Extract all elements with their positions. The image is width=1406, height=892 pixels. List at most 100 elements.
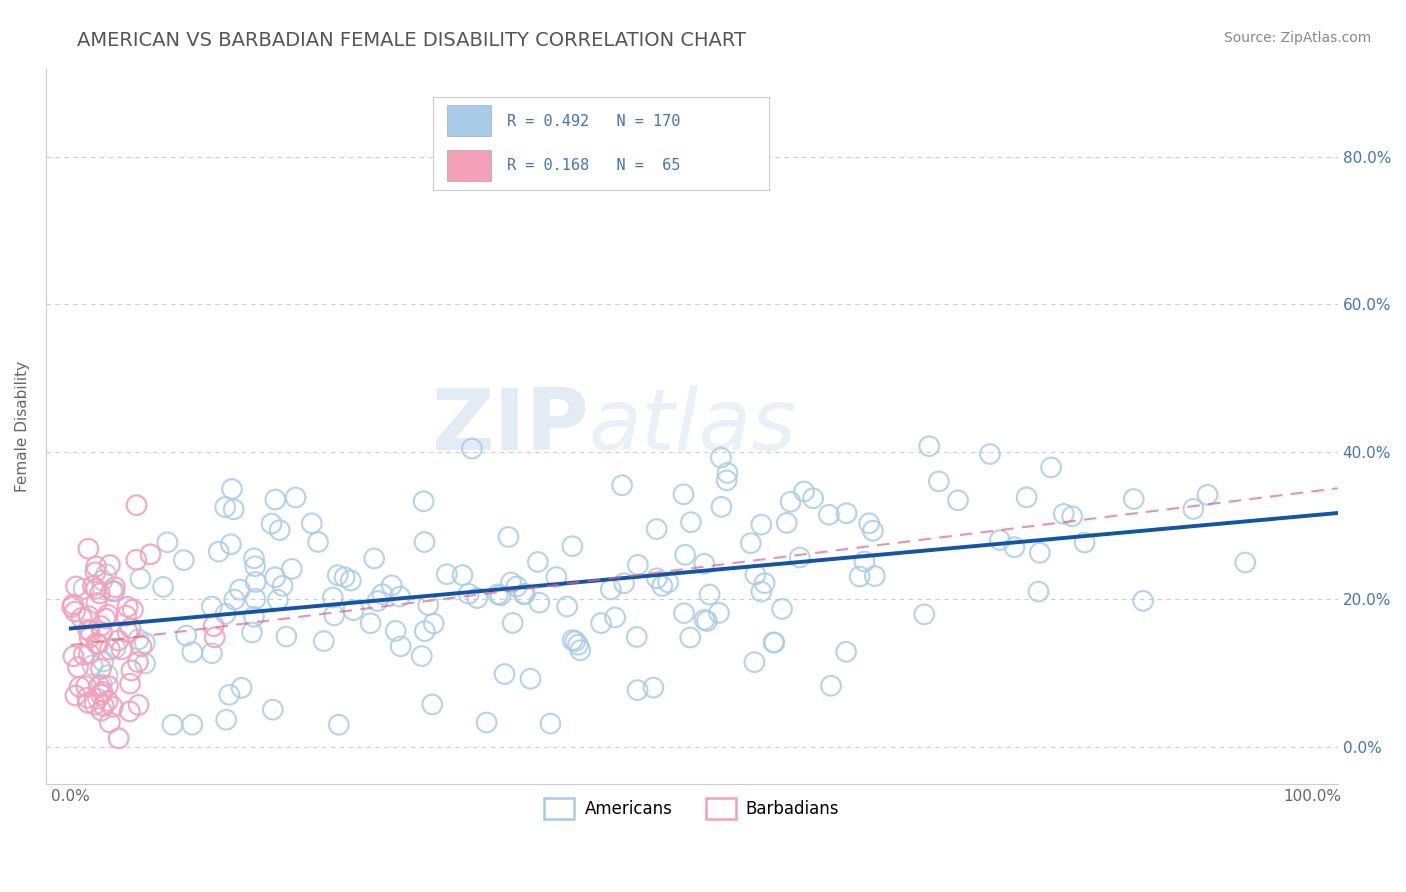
Point [561,539,583,553]
Point [91,684,114,698]
Point [494,667,516,681]
Point [776,516,799,530]
Point [451,568,474,582]
Point [1073,535,1095,549]
Point [801,491,824,506]
Text: AMERICAN VS BARBADIAN FEMALE DISABILITY CORRELATION CHART: AMERICAN VS BARBADIAN FEMALE DISABILITY … [77,31,747,50]
Point [174,629,197,643]
Point [262,703,284,717]
Point [120,621,142,635]
Point [754,576,776,591]
Point [388,590,411,604]
Point [181,645,204,659]
Point [89,679,111,693]
Point [367,594,389,608]
Point [104,580,127,594]
Point [156,535,179,549]
Point [79,631,101,645]
Point [599,582,621,597]
Point [62,598,84,612]
Point [301,516,323,531]
Point [264,492,287,507]
Point [77,609,100,624]
Point [564,634,586,648]
Point [117,625,139,640]
Point [201,646,224,660]
Point [540,716,562,731]
Point [413,624,436,639]
Point [77,623,100,637]
Point [613,576,636,591]
Point [519,672,541,686]
Point [240,625,263,640]
Point [86,636,108,650]
Point [342,603,364,617]
Point [75,679,97,693]
Point [626,683,648,698]
Point [94,611,117,625]
Point [862,524,884,538]
Text: ZIP: ZIP [430,384,589,467]
Point [513,587,536,601]
Point [716,473,738,487]
Point [73,648,96,662]
Point [219,537,242,551]
Point [122,603,145,617]
Point [779,495,801,509]
Point [626,630,648,644]
Point [672,606,695,620]
Point [323,608,346,623]
Point [69,680,91,694]
Point [62,649,84,664]
Point [751,584,773,599]
Point [371,587,394,601]
Point [243,551,266,566]
Point [90,688,112,702]
Point [117,599,139,614]
Point [763,635,786,649]
Point [245,591,267,606]
Point [214,500,236,515]
Point [70,611,93,625]
Point [988,533,1011,547]
Point [603,610,626,624]
Point [333,570,356,584]
Point [461,442,484,456]
Point [83,698,105,712]
Point [98,642,121,657]
Point [181,717,204,731]
Point [848,569,870,583]
Point [465,591,488,605]
Point [567,638,589,652]
Point [326,568,349,582]
Point [328,717,350,731]
Point [529,596,551,610]
Point [66,660,89,674]
Point [97,679,120,693]
Point [120,664,142,678]
Point [513,587,536,601]
Point [221,482,243,496]
Point [231,681,253,695]
Point [118,676,141,690]
Point [340,574,363,588]
Point [502,615,524,630]
Point [457,587,479,601]
Point [111,642,134,657]
Point [436,567,458,582]
Point [835,506,858,520]
Point [1040,460,1063,475]
Point [91,574,114,588]
Point [420,698,443,712]
Point [770,602,793,616]
Point [91,625,114,640]
Point [645,522,668,536]
Point [173,553,195,567]
Point [707,606,730,620]
Point [322,591,344,605]
Point [1029,546,1052,560]
Point [610,478,633,492]
Point [60,599,83,614]
Point [107,731,129,746]
Point [384,624,406,638]
